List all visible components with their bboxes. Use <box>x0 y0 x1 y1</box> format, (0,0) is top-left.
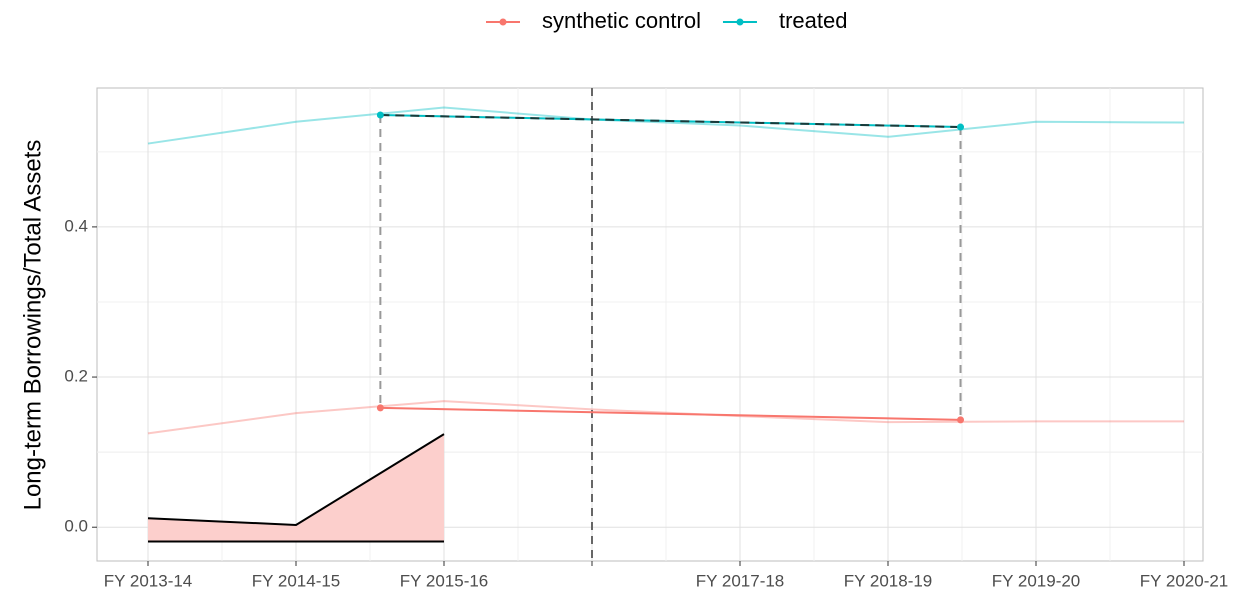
x-tick-label: FY 2019-20 <box>992 571 1081 590</box>
y-tick-label: 0.4 <box>64 216 88 235</box>
highlight-point <box>957 123 965 131</box>
ribbon <box>148 434 444 542</box>
x-tick-label: FY 2013-14 <box>104 571 193 590</box>
legend-point <box>736 18 744 26</box>
highlight-point <box>376 404 384 412</box>
x-tick-label: FY 2017-18 <box>696 571 785 590</box>
x-tick-label: FY 2014-15 <box>252 571 341 590</box>
highlight-point <box>376 111 384 119</box>
highlight-point <box>957 416 965 424</box>
highlight-line <box>380 406 961 421</box>
y-axis-label: Long-term Borrowings/Total Assets <box>19 140 46 511</box>
highlight-dash <box>380 114 961 129</box>
series-line <box>147 400 1184 435</box>
x-tick-label: FY 2020-21 <box>1140 571 1229 590</box>
y-tick-label: 0.0 <box>64 517 88 536</box>
y-tick-label: 0.2 <box>64 367 88 386</box>
panel <box>96 87 1204 562</box>
x-tick-label: FY 2015-16 <box>400 571 489 590</box>
legend-label: synthetic control <box>542 8 701 33</box>
x-tick-label: FY 2018-19 <box>844 571 933 590</box>
ribbon-upper <box>147 433 445 526</box>
legend-label: treated <box>779 8 848 33</box>
series-line <box>147 106 1185 145</box>
legend-point <box>499 18 507 26</box>
